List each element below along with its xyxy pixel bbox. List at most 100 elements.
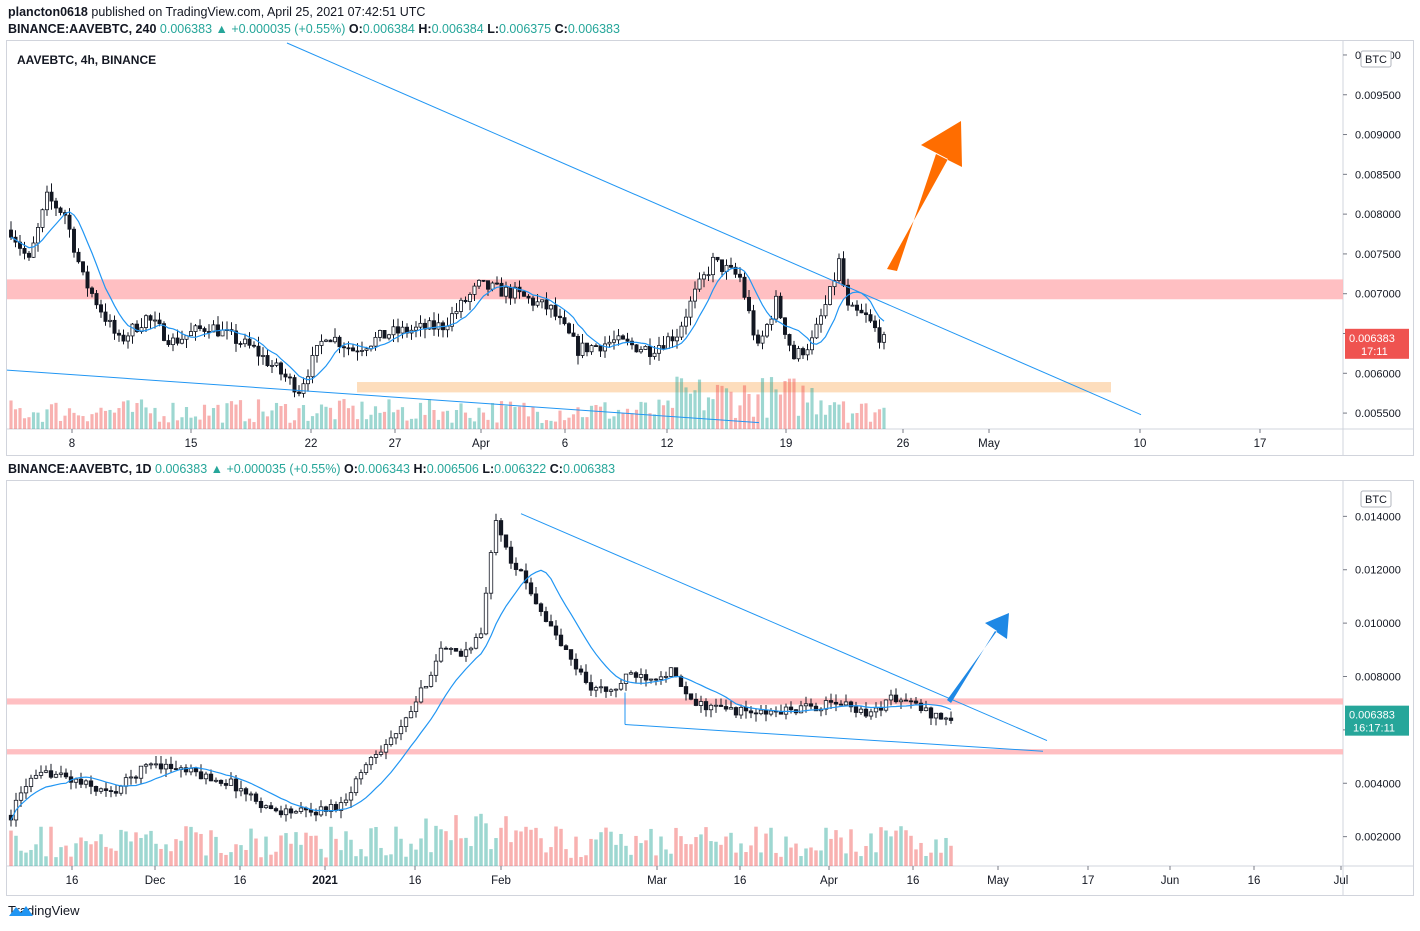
volume-bar — [72, 412, 76, 429]
candle-body — [612, 339, 616, 343]
candle-body — [94, 293, 99, 306]
volume-bar — [189, 826, 193, 866]
publisher-user[interactable]: plancton0618 — [8, 5, 88, 19]
volume-bar — [69, 856, 73, 866]
volume-bar — [359, 849, 363, 866]
volume-bar — [441, 411, 445, 429]
candle-body — [243, 788, 249, 795]
volume-bar — [869, 833, 873, 866]
volume-bar — [144, 834, 148, 866]
candle-body — [459, 299, 463, 312]
candle-body — [903, 699, 909, 702]
candle-body — [742, 276, 747, 298]
volume-bar — [616, 409, 621, 429]
y-tick-label: 0.012000 — [1355, 565, 1401, 577]
volume-bar — [339, 850, 343, 866]
candle-body — [538, 603, 544, 612]
last-price-badge — [1345, 705, 1409, 736]
volume-bar — [414, 418, 418, 429]
volume-bar — [34, 844, 38, 866]
candle-body — [292, 377, 297, 393]
volume-bar — [579, 856, 583, 866]
volume-bar — [824, 827, 828, 866]
volume-bar — [39, 826, 43, 866]
candle-body — [333, 804, 339, 811]
candle-body — [54, 200, 58, 209]
volume-bar — [404, 856, 408, 866]
candle-body — [643, 346, 648, 350]
volume-bar — [344, 831, 348, 866]
candle-body — [73, 778, 79, 783]
volume-bar — [211, 408, 216, 429]
candle-body — [661, 345, 666, 349]
volume-bar — [684, 387, 688, 429]
volume-bar — [810, 388, 814, 429]
volume-bar — [207, 415, 211, 429]
candle-body — [798, 705, 804, 714]
volume-bar — [841, 401, 846, 429]
chart-panel-4h[interactable]: 0.0055000.0060000.0065000.0070000.007500… — [6, 40, 1414, 456]
volume-bar — [153, 407, 157, 429]
candle-body — [693, 698, 699, 706]
volume-bar — [711, 399, 715, 429]
x-tick-label: May — [978, 438, 1000, 450]
candle-body — [548, 621, 554, 627]
chart-4h-canvas[interactable]: 0.0055000.0060000.0065000.0070000.007500… — [7, 41, 1413, 455]
candle-body — [748, 710, 754, 714]
candle-body — [751, 310, 756, 336]
volume-bar — [819, 850, 823, 866]
candle-body — [203, 773, 209, 780]
volume-bar — [697, 379, 702, 429]
volume-bar — [459, 403, 463, 429]
volume-bar — [733, 417, 738, 429]
volume-bar — [564, 849, 568, 866]
candle-body — [298, 807, 304, 812]
candle-body — [553, 625, 559, 636]
last-price-label: 0.006383 — [1349, 333, 1395, 345]
volume-bar — [508, 401, 513, 429]
candle-body — [702, 274, 706, 280]
volume-bar — [49, 404, 54, 429]
candle-body — [338, 802, 344, 811]
candle-body — [528, 582, 534, 595]
chart-panel-1d[interactable]: 0.0020000.0040000.0060000.0080000.010000… — [6, 480, 1414, 896]
candle-body — [508, 546, 514, 564]
candle-body — [72, 228, 76, 253]
candle-body — [319, 340, 324, 346]
candle-body — [158, 763, 164, 770]
candle-body — [625, 338, 630, 342]
candle-body — [648, 678, 654, 681]
candle-body — [278, 810, 284, 816]
volume-bar — [693, 390, 697, 429]
candle-body — [543, 611, 549, 622]
volume-bar — [13, 409, 18, 429]
candle-body — [833, 701, 839, 705]
volume-bar — [864, 845, 868, 866]
candle-body — [728, 707, 734, 710]
chart-1d-canvas[interactable]: 0.0020000.0040000.0060000.0080000.010000… — [7, 481, 1413, 895]
candle-body — [477, 279, 481, 287]
candle-body — [638, 674, 644, 678]
candle-body — [98, 788, 104, 792]
volume-bar — [639, 401, 643, 429]
volume-bar — [243, 421, 247, 429]
volume-bar — [103, 410, 108, 429]
volume-bar — [234, 404, 238, 429]
candle-body — [718, 704, 724, 707]
volume-bar — [99, 407, 103, 429]
volume-bar — [585, 417, 589, 429]
legend-low: 0.006322 — [494, 462, 547, 476]
x-tick-label: 17 — [1082, 875, 1095, 887]
candle-body — [675, 336, 679, 342]
candle-body — [33, 774, 39, 779]
footer-brand[interactable]: TradingView — [8, 903, 80, 918]
volume-bar — [84, 841, 88, 866]
volume-bar — [589, 405, 594, 429]
volume-bar — [580, 417, 585, 429]
candle-body — [31, 242, 36, 258]
up-triangle-icon: ▲ — [210, 462, 224, 476]
x-tick-label: 8 — [69, 438, 75, 450]
volume-bar — [384, 855, 388, 866]
x-tick-label: Jun — [1161, 875, 1180, 887]
candle-body — [663, 675, 669, 678]
